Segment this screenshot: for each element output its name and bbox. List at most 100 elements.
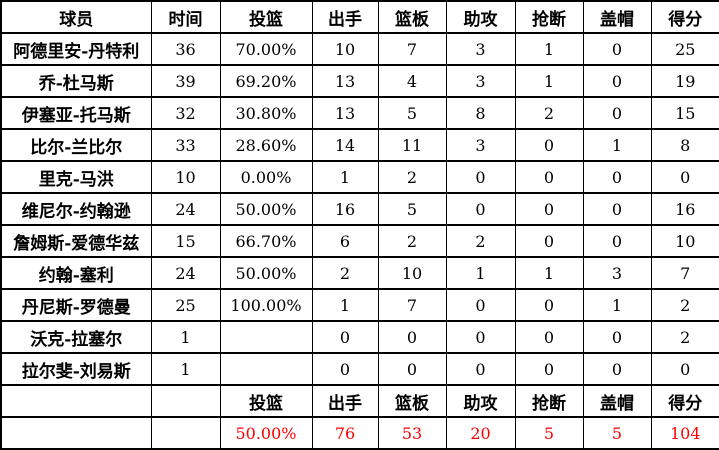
stat-cell: 13 [311,96,379,130]
column-header-assists: 助攻 [445,0,516,34]
stat-cell: 0 [582,96,652,130]
player-name-cell: 乔-杜马斯 [0,64,152,98]
stat-cell: 100.00% [219,288,313,322]
player-rows: 阿德里安-丹特利 36 70.00% 10 7 3 1 0 25 乔-杜马斯 39 69.20% 13 4… [0,32,719,386]
stat-cell: 0 [582,160,652,194]
player-name-cell: 里克-马洪 [0,160,152,194]
column-header-steals: 抢断 [514,0,584,34]
stat-cell: 3 [445,64,516,98]
stat-cell: 2 [377,224,447,258]
stat-cell: 0 [582,64,652,98]
total-value-cell [0,416,152,450]
total-value-cell: 53 [377,416,447,450]
stat-cell: 0 [514,224,584,258]
stat-cell: 28.60% [219,128,313,162]
stat-cell: 16 [650,192,719,226]
player-name-cell: 詹姆斯-爱德华兹 [0,224,152,258]
stat-cell: 69.20% [219,64,313,98]
stat-cell: 10 [650,224,719,258]
stat-cell: 2 [514,96,584,130]
stat-cell: 0 [311,352,379,386]
stat-cell: 4 [377,64,447,98]
table-row: 里克-马洪 10 0.00% 1 2 0 0 0 0 [0,160,719,194]
table-row: 维尼尔-约翰逊 24 50.00% 16 5 0 0 0 16 [0,192,719,226]
stat-cell: 30.80% [219,96,313,130]
stat-cell: 13 [311,64,379,98]
table-row: 乔-杜马斯 39 69.20% 13 4 3 1 0 19 [0,64,719,98]
stat-cell: 1 [514,32,584,66]
total-value-cell: 104 [650,416,719,450]
stat-cell: 33 [150,128,221,162]
table-row: 拉尔斐-刘易斯 1 0 0 0 0 0 0 [0,352,719,386]
stat-cell: 3 [445,32,516,66]
stat-cell: 0 [514,320,584,354]
stat-cell: 5 [377,192,447,226]
stat-cell: 2 [445,224,516,258]
stat-cell: 1 [311,160,379,194]
stat-cell: 0 [582,32,652,66]
stat-cell: 24 [150,192,221,226]
table-row: 约翰-塞利 24 50.00% 2 10 1 1 3 7 [0,256,719,290]
footer-stat-label-cell: 得分 [650,384,719,418]
player-name-cell: 维尼尔-约翰逊 [0,192,152,226]
stat-cell: 15 [150,224,221,258]
stat-cell: 24 [150,256,221,290]
stat-cell: 11 [377,128,447,162]
column-header-minutes: 时间 [150,0,221,34]
stat-cell: 2 [650,320,719,354]
total-value-cell: 20 [445,416,516,450]
stat-cell: 0 [582,192,652,226]
stat-cell: 10 [377,256,447,290]
stat-cell: 0 [514,288,584,322]
stat-cell: 8 [445,96,516,130]
footer-stat-label-cell: 助攻 [445,384,516,418]
column-header-rebounds: 篮板 [377,0,447,34]
stat-cell: 10 [150,160,221,194]
stat-cell: 32 [150,96,221,130]
stat-cell: 6 [311,224,379,258]
stat-cell: 14 [311,128,379,162]
player-name-cell: 拉尔斐-刘易斯 [0,352,152,386]
player-name-cell: 伊塞亚-托马斯 [0,96,152,130]
column-header-blocks: 盖帽 [582,0,652,34]
stat-cell: 10 [311,32,379,66]
stat-cell [219,320,313,354]
stat-cell: 15 [650,96,719,130]
stat-cell: 1 [311,288,379,322]
table-row: 阿德里安-丹特利 36 70.00% 10 7 3 1 0 25 [0,32,719,66]
stat-cell: 0 [377,320,447,354]
stat-cell: 2 [377,160,447,194]
stat-cell: 0 [377,352,447,386]
stat-cell: 0 [582,320,652,354]
total-value-cell [150,416,221,450]
stat-cell: 1 [150,320,221,354]
total-value-cell: 5 [582,416,652,450]
footer-stat-label-cell: 投篮 [219,384,313,418]
stat-cell: 25 [650,32,719,66]
totals-row: 50.00% 76 53 20 5 5 104 [0,416,719,450]
stat-cell: 0 [514,128,584,162]
footer-stat-label-cell: 抢断 [514,384,584,418]
stat-cell: 5 [377,96,447,130]
footer-stat-label-cell [150,384,221,418]
stat-cell: 1 [514,64,584,98]
stat-cell: 2 [650,288,719,322]
stat-cell: 0 [445,288,516,322]
table-row: 丹尼斯-罗德曼 25 100.00% 1 7 0 0 1 2 [0,288,719,322]
column-header-player: 球员 [0,0,152,34]
player-name-cell: 丹尼斯-罗德曼 [0,288,152,322]
total-value-cell: 5 [514,416,584,450]
stat-cell: 0 [650,352,719,386]
column-header-fg-pct: 投篮 [219,0,313,34]
stat-cell: 0 [445,352,516,386]
stat-cell: 19 [650,64,719,98]
stat-cell: 7 [377,32,447,66]
stat-cell: 1 [514,256,584,290]
stat-cell: 50.00% [219,192,313,226]
footer-stat-label-cell: 盖帽 [582,384,652,418]
stat-cell: 2 [311,256,379,290]
stat-cell: 25 [150,288,221,322]
table-row: 詹姆斯-爱德华兹 15 66.70% 6 2 2 0 0 10 [0,224,719,258]
stat-cell [219,352,313,386]
